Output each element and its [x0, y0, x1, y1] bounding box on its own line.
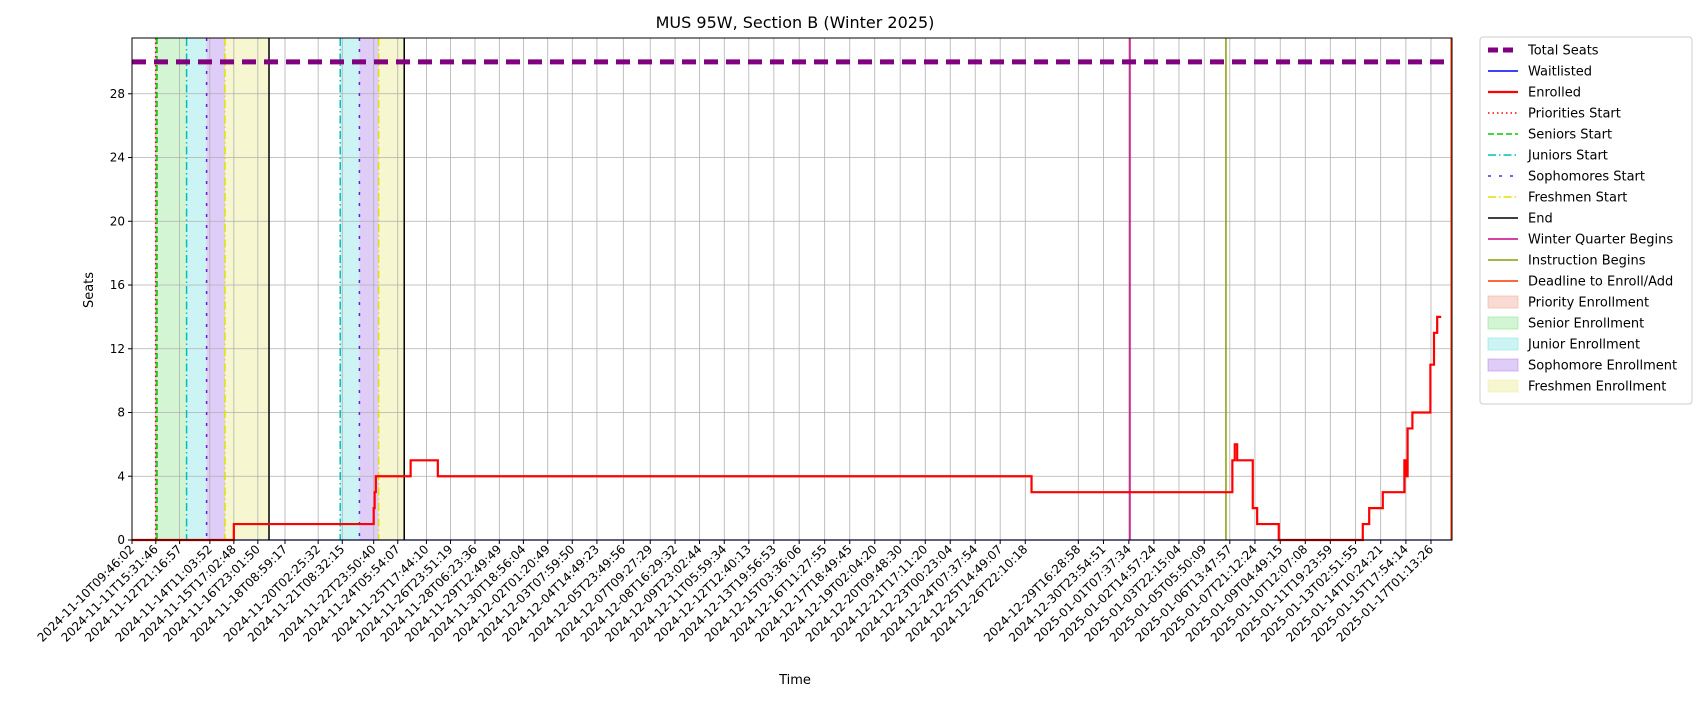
phase-lines: [154, 38, 1452, 540]
legend-label: Enrolled: [1528, 86, 1581, 101]
y-axis-label: Seats: [82, 272, 97, 308]
shaded-region: [378, 38, 405, 540]
y-ticks: 0 4 8 12 16 20 24 28: [110, 87, 132, 547]
series-line: [132, 315, 1442, 542]
grid: [131, 38, 1452, 541]
y-tick-label: 4: [117, 469, 125, 483]
legend-label: Priority Enrollment: [1528, 296, 1649, 311]
shaded-region: [186, 38, 207, 540]
x-ticks: 2024-11-10T09:46:022024-11-11T15:31:4620…: [35, 540, 1436, 645]
legend-label: Winter Quarter Begins: [1528, 233, 1673, 248]
chart-title: MUS 95W, Section B (Winter 2025): [656, 13, 935, 32]
y-tick-label: 24: [110, 151, 125, 165]
y-tick-label: 12: [110, 342, 125, 356]
y-tick-label: 16: [110, 278, 125, 292]
legend-swatch: [1487, 379, 1519, 393]
shaded-region: [156, 38, 187, 540]
y-tick-label: 28: [110, 87, 125, 101]
legend-label: Total Seats: [1527, 44, 1599, 59]
legend-swatch: [1487, 337, 1519, 351]
legend-label: Juniors Start: [1527, 149, 1608, 164]
plot-frame: [131, 37, 1453, 541]
legend-label: Junior Enrollment: [1527, 338, 1640, 353]
y-tick-label: 0: [117, 533, 125, 547]
legend-swatch: [1487, 316, 1519, 330]
legend-label: Seniors Start: [1528, 128, 1612, 143]
plot-frame: [131, 37, 1453, 541]
legend-label: Instruction Begins: [1528, 254, 1646, 269]
legend-label: Senior Enrollment: [1528, 317, 1644, 332]
legend: Total Seats Waitlisted Enrolled Priorities …: [1479, 36, 1693, 405]
legend-label: Freshmen Start: [1528, 191, 1627, 206]
legend-swatch: [1487, 295, 1519, 309]
legend-label: Deadline to Enroll/Add: [1528, 275, 1673, 290]
legend-label: Freshmen Enrollment: [1528, 380, 1666, 395]
legend-swatch: [1487, 358, 1519, 372]
legend-label: Waitlisted: [1528, 65, 1592, 80]
legend-label: Sophomore Enrollment: [1528, 359, 1677, 374]
x-axis-label: Time: [778, 673, 811, 688]
y-tick-label: 8: [117, 406, 125, 420]
shaded-regions: [155, 38, 405, 540]
legend-label: Priorities Start: [1528, 107, 1621, 122]
shaded-region: [225, 38, 270, 540]
shaded-region: [340, 38, 360, 540]
legend-label: End: [1528, 212, 1553, 227]
legend-label: Sophomores Start: [1528, 170, 1645, 185]
y-tick-label: 20: [110, 214, 125, 228]
data-series: [132, 59, 1452, 542]
shaded-region: [155, 38, 157, 540]
shaded-region: [206, 38, 226, 540]
legend-box: [1479, 36, 1693, 405]
shaded-region: [359, 38, 379, 540]
